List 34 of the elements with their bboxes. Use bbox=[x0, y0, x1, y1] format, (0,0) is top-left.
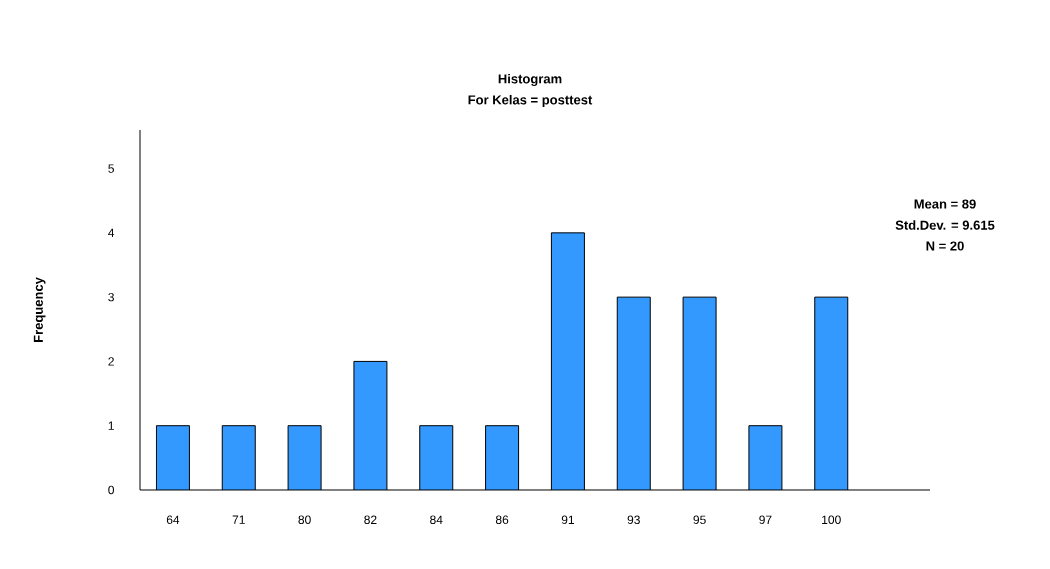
x-tick-label: 91 bbox=[561, 515, 574, 525]
x-tick-label: 64 bbox=[166, 515, 180, 525]
chart-subtitle: For Kelas = posttest bbox=[468, 94, 593, 108]
y-tick-label: 0 bbox=[108, 485, 115, 495]
x-tick-label: 97 bbox=[759, 515, 772, 525]
y-tick-label: 2 bbox=[108, 357, 114, 366]
x-tick-label: 71 bbox=[232, 515, 245, 524]
text: N = 20 bbox=[926, 241, 964, 251]
y-tick-label: 5 bbox=[108, 164, 114, 173]
bar bbox=[551, 232, 585, 490]
x-tick-label: 100 bbox=[822, 515, 841, 525]
bar bbox=[288, 425, 322, 490]
chart-title: Histogram bbox=[498, 73, 562, 87]
x-tick-label: 84 bbox=[430, 515, 443, 525]
x-tick-label: 80 bbox=[298, 515, 311, 525]
bar bbox=[156, 425, 190, 490]
y-tick-label: 4 bbox=[108, 228, 115, 237]
bar bbox=[748, 425, 782, 490]
y-tick-label: 1 bbox=[108, 421, 114, 430]
bar bbox=[683, 297, 717, 490]
bar bbox=[419, 425, 453, 490]
bar bbox=[353, 361, 387, 490]
text: Std.Dev. = 9.615 bbox=[895, 220, 995, 230]
text: Mean = 89 bbox=[914, 199, 976, 209]
bar bbox=[222, 425, 256, 490]
x-tick-label: 86 bbox=[495, 515, 509, 525]
bar bbox=[485, 425, 519, 490]
x-tick-label: 82 bbox=[364, 515, 377, 525]
x-tick-label: 93 bbox=[627, 515, 640, 525]
y-axis-title: Frequency bbox=[33, 277, 46, 342]
bar bbox=[814, 296, 849, 490]
x-tick-label: 95 bbox=[693, 515, 706, 525]
y-tick-label: 3 bbox=[108, 292, 114, 302]
bar bbox=[617, 297, 651, 490]
